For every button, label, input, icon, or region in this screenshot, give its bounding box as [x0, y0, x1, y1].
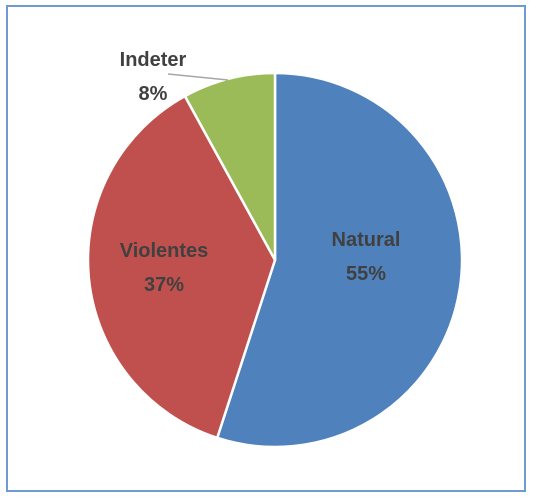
pie-slice-natural: [215, 71, 464, 449]
slice-percent-natural: 55%: [346, 263, 386, 285]
slice-percent-violentes: 37%: [144, 274, 184, 296]
slice-label-violentes: Violentes: [120, 240, 209, 262]
pie-slices: [86, 71, 464, 449]
slice-percent-indeter: 8%: [139, 83, 168, 105]
slice-label-natural: Natural: [332, 229, 401, 251]
pie-slice-indeter: [183, 71, 277, 262]
slice-label-indeter: Indeter: [120, 49, 187, 71]
pie-slice-violentes: [86, 94, 277, 440]
indeter-leader-line: [167, 73, 229, 81]
